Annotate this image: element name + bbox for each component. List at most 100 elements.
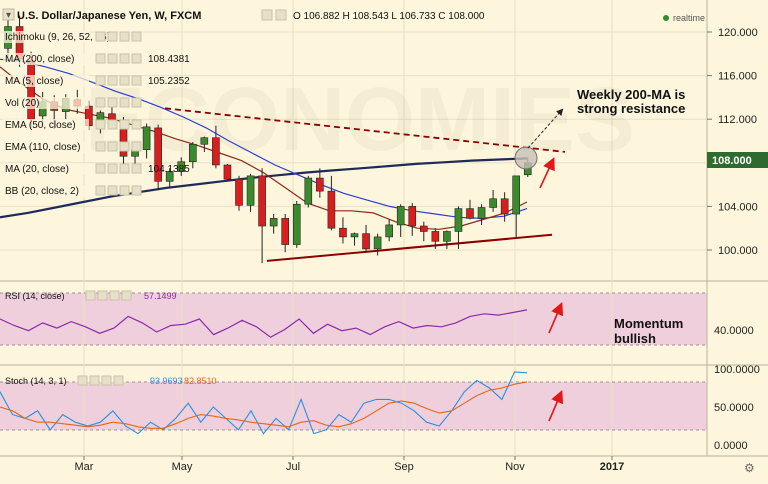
indicator-ema50-more-icon[interactable] [131,119,142,130]
visibility-icon[interactable] [261,9,273,21]
rsi-up-arrow [548,302,564,334]
indicator-ma200-label: MA (200, close) [5,54,74,65]
candle-body [443,231,451,242]
price-up-arrow [539,157,555,189]
settings-icon[interactable] [275,9,287,21]
candle-body [246,175,255,206]
rsi-settings-icon[interactable] [97,290,108,301]
stoch-tick-100: 100.0000 [714,364,760,376]
indicator-ma5-close-icon[interactable] [119,75,130,86]
candle-body [408,206,417,227]
indicator-ma20-settings-icon[interactable] [107,163,118,174]
indicator-ema110-close-icon[interactable] [119,141,130,152]
current-price-tag [707,152,768,168]
indicator-ema50-close-icon[interactable] [119,119,130,130]
indicator-ma200-settings-icon[interactable] [107,53,118,64]
candle-body [200,137,209,145]
indicator-bb-more-icon[interactable] [131,185,142,196]
indicator-ma200-close-icon[interactable] [119,53,130,64]
rsi-close-icon[interactable] [109,290,120,301]
time-tick-label: Mar [75,461,94,473]
indicator-vol-settings-icon[interactable] [107,97,118,108]
indicator-ma200-more-icon[interactable] [131,53,142,64]
realtime-label: realtime [673,13,705,23]
rsi-visibility-icon[interactable] [85,290,96,301]
indicator-ma20-close-icon[interactable] [119,163,130,174]
time-axis[interactable]: Mar May Jul Sep Nov 2017 [75,456,625,473]
symbol-title: U.S. Dollar/Japanese Yen, W, FXCM [17,10,201,22]
main-pane[interactable] [0,0,707,280]
indicator-bb-visibility-icon[interactable] [95,185,106,196]
stoch-settings-icon[interactable] [89,375,100,386]
annotation-momentum-line2: bullish [614,331,656,346]
indicator-ma5-value: 105.2352 [148,76,190,87]
candle-body [489,198,497,208]
indicator-bb-close-icon[interactable] [119,185,130,196]
candle-body [350,233,359,238]
gear-icon[interactable]: ⚙ [744,461,755,475]
indicator-ema50-visibility-icon[interactable] [95,119,106,130]
price-tick-label: 116.000 [718,71,757,83]
stoch-k-line [0,371,528,435]
indicator-ema110-visibility-icon[interactable] [95,141,106,152]
indicator-ma5-more-icon[interactable] [131,75,142,86]
price-tick-label: 120.000 [718,27,758,39]
indicator-row-bg [3,75,89,87]
indicator-ma20-more-icon[interactable] [131,163,142,174]
indicator-bb-settings-icon[interactable] [107,185,118,196]
time-tick-label: Nov [505,461,525,473]
indicator-ma5-settings-icon[interactable] [107,75,118,86]
candle-body [304,177,313,205]
indicator-row-bg [3,185,89,197]
candle-body [373,236,382,250]
header-buttons[interactable] [261,9,287,21]
time-tick-label: Jul [286,461,300,473]
rsi-more-icon[interactable] [121,290,132,301]
indicator-ma20-visibility-icon[interactable] [95,163,106,174]
candle-body [212,137,220,166]
indicator-ichimoku-visibility-icon[interactable] [95,31,106,42]
price-tick-label: 112.000 [718,114,757,126]
rsi-band [0,293,707,345]
candle-body [27,60,35,120]
stoch-more-icon[interactable] [113,375,124,386]
annotation-momentum-line1: Momentum [614,316,683,331]
indicator-ma20-label: MA (20, close) [5,164,69,175]
indicator-ma5-visibility-icon[interactable] [95,75,106,86]
indicator-ema110-settings-icon[interactable] [107,141,118,152]
stoch-k-value: 93.9693 [150,376,183,386]
indicator-vol-more-icon[interactable] [131,97,142,108]
indicator-ema50-settings-icon[interactable] [107,119,118,130]
stoch-d-line [0,381,528,429]
ohlc-values: O 106.882 H 108.543 L 106.733 C 108.000 [293,11,485,22]
stoch-close-icon[interactable] [101,375,112,386]
indicator-ma200-visibility-icon[interactable] [95,53,106,64]
candle-body [385,224,393,238]
resistance-touch-circle [514,146,538,170]
candle-body [454,208,463,232]
indicator-ema110-more-icon[interactable] [131,141,142,152]
indicator-vol-label: Vol (20) [5,98,39,109]
rsi-value: 57.1499 [144,291,177,301]
projection-arrow [527,108,564,149]
indicator-vol-close-icon[interactable] [119,97,130,108]
indicator-ichimoku-close-icon[interactable] [119,31,130,42]
candle-body [466,208,474,219]
indicator-vol-visibility-icon[interactable] [95,97,106,108]
indicator-ma20-value: 104.1385 [148,164,190,175]
candle-body [431,231,440,242]
stoch-label: Stoch (14, 3, 1) [5,376,67,386]
collapse-toggle[interactable] [2,8,15,21]
stoch-tick-0: 0.0000 [714,440,748,452]
indicator-ichimoku-settings-icon[interactable] [107,31,118,42]
stoch-lines-group [0,371,528,435]
candle-body [177,161,186,172]
candle-body [396,206,405,226]
indicator-row-bg [3,119,89,131]
candle-body [189,143,197,163]
indicator-ma200-value: 108.4381 [148,54,190,65]
indicator-ichimoku-more-icon[interactable] [131,31,142,42]
stoch-visibility-icon[interactable] [77,375,88,386]
